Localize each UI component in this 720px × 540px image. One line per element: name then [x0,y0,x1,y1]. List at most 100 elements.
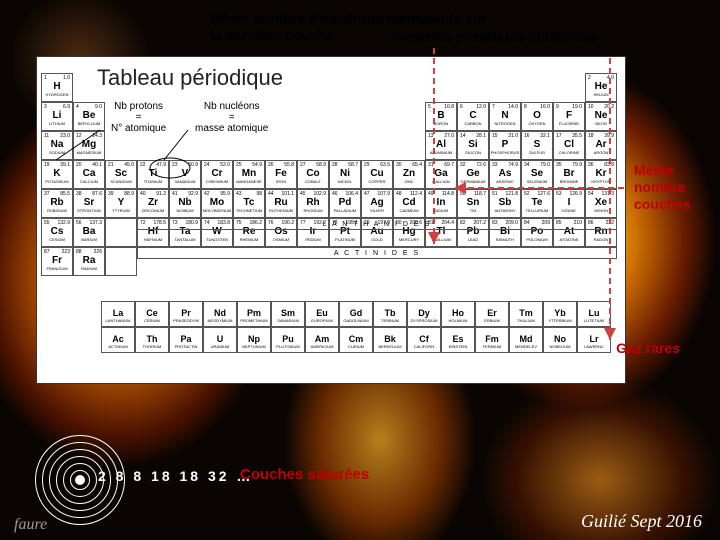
element-cell: 1327.0AlALUMINIUM [425,131,457,160]
element-cell: 4091.2ZrZIRCONIUM [137,189,169,218]
element-cell: 36.9LiLITHIUM [41,102,73,131]
element-cell: 714.0NNITROGEN [489,102,521,131]
footer-element-cell: LaLANTHANUM [101,301,135,327]
periodic-grid: 11.0HHYDROGEN24.0HeHELIUM36.9LiLITHIUM49… [41,73,623,275]
footer-element-cell: PrPRASEODYM [169,301,203,327]
lanthanides-strip-label: L A N T H A N I D E S [137,218,617,230]
element-cell: 3988.9YYTTRIUM [105,189,137,218]
element-cell: 2963.5CuCOPPER [361,160,393,189]
element-cell: 56137.3BaBARIUM [73,218,105,247]
element-cell: 3887.6SrSTRONTIUM [73,189,105,218]
element-cell: 510.8BBORON [425,102,457,131]
element-cell: 4192.9NbNIOBIUM [169,189,201,218]
element-cell: 2247.9TiTITANIUM [137,160,169,189]
footer-element-cell: CmCURIUM [339,327,373,353]
footer-element-cell: PuPLUTONIUM [271,327,305,353]
actinides-strip-label: A C T I N I D E S [137,247,617,259]
footer-element-cell: EuEUROPIUM [305,301,339,327]
element-cell: 3272.6GeGERMANIUM [457,160,489,189]
element-cell: 1735.5ClCHLORINE [553,131,585,160]
couches-saturees-label: Couches saturées [240,466,369,483]
element-cell: 46106.4PdPALLADIUM [329,189,361,218]
footer-element-cell: UURANIUM [203,327,237,353]
footer-element-cell: NdNEODYMIUM [203,301,237,327]
element-cell: 52127.6TeTELLURIUM [521,189,553,218]
element-cell: 1632.1SSULFUR [521,131,553,160]
element-cell: 4295.9MoMOLYBDENUM [201,189,233,218]
signature-left: faure [14,516,47,534]
element-cell: 88226RaRADIUM [73,247,105,276]
element-cell: 2350.9VVANADIUM [169,160,201,189]
footer-element-cell: LuLUTETIUM [577,301,611,327]
element-cell: 3785.5RbRUBIDIUM [41,189,73,218]
element-cell: 54131.3XeXENON [585,189,617,218]
footer-element-cell: PmPROMETHIUM [237,301,271,327]
footer-element-cell: EsEINSTEIN [441,327,475,353]
footer-element-cell: CeCERIUM [135,301,169,327]
element-cell: 2040.1CaCALCIUM [73,160,105,189]
footer-element-cell: BkBERKELIUM [373,327,407,353]
footer-element-cell: MdMENDELEV [509,327,543,353]
gaz-rares-label: Gaz rares [616,340,680,356]
element-cell: 1939.1KPOTASSIUM [41,160,73,189]
footer-element-cell: AcACTINIUM [101,327,135,353]
element-cell: 3479.0SeSELENIUM [521,160,553,189]
element-cell: 1839.9ArARGON [585,131,617,160]
actin-band [105,247,137,276]
footer-element-cell: SmSAMARIUM [271,301,305,327]
footer-element-cell: AmAMERICIUM [305,327,339,353]
top-annotation-right: =>mêmes propriétés chimiques [388,28,598,44]
element-cell: 1428.1SiSILICON [457,131,489,160]
element-cell: 2554.9MnMANGANESE [233,160,265,189]
element-cell: 612.0CCARBON [457,102,489,131]
shell-numbers: 2 8 8 18 18 32 … [98,468,253,484]
signature-right: Guilié Sept 2016 [581,511,702,532]
element-cell: 50118.7SnTIN [457,189,489,218]
footer-element-cell: FmFERMIUM [475,327,509,353]
periodic-table-container: Tableau périodique Nb protons = N° atomi… [36,56,626,384]
element-cell: 919.0FFLUORINE [553,102,585,131]
element-cell: 47107.9AgSILVER [361,189,393,218]
element-cell: 2655.8FeIRON [265,160,297,189]
element-cell: 87223FrFRANCIUM [41,247,73,276]
element-cell: 2758.9CoCOBALT [297,160,329,189]
element-cell: 1020.2NeNEON [585,102,617,131]
footer-element-cell: YbYTTERBIUM [543,301,577,327]
lanth-band [105,218,137,247]
element-cell: 1224.3MgMAGNESIUM [73,131,105,160]
element-cell: 3169.7GaGALLIUM [425,160,457,189]
element-cell: 3579.9BrBROMINE [553,160,585,189]
element-cell: 44101.1RuRUTHENIUM [265,189,297,218]
footer-element-cell: TmTHULIUM [509,301,543,327]
element-cell: 3683.8KrKRYPTON [585,160,617,189]
footer-element-cell: HoHOLMIUM [441,301,475,327]
footer-element-cell: ThTHORIUM [135,327,169,353]
element-cell: 49.0BeBERYLLIUM [73,102,105,131]
element-cell: 2452.0CrCHROMIUM [201,160,233,189]
footer-element-cell: LrLAWRENC [577,327,611,353]
footer-element-cell: DyDYSPROSIUM [407,301,441,327]
element-cell: 4398TcTECHNETIUM [233,189,265,218]
element-cell: 1123.0NaSODIUM [41,131,73,160]
element-cell: 53126.9IIODINE [553,189,585,218]
element-cell: 2145.0ScSCANDIUM [105,160,137,189]
element-cell: 45102.9RhRHODIUM [297,189,329,218]
element-cell: 1531.0PPHOSPHORUS [489,131,521,160]
element-cell: 24.0HeHELIUM [585,73,617,102]
footer-element-cell: GdGADOLINIUM [339,301,373,327]
element-cell: 3374.9AsARSENIC [489,160,521,189]
right-annotation: Même nombre couches [634,162,694,212]
element-cell: 11.0HHYDROGEN [41,73,73,102]
element-cell: 2858.7NiNICKEL [329,160,361,189]
element-cell: 48112.4CdCADMIUM [393,189,425,218]
footer-element-cell: ErERBIUM [475,301,509,327]
element-cell: 3065.4ZnZINC [393,160,425,189]
footer-element-cell: TbTERBIUM [373,301,407,327]
footer-element-cell: NpNEPTUNIUM [237,327,271,353]
element-cell: 55132.9CsCESIUM [41,218,73,247]
element-cell: 816.0OOXYGEN [521,102,553,131]
element-cell: 49114.8InINDIUM [425,189,457,218]
footer-element-cell: NoNOBELIUM [543,327,577,353]
footer-element-cell: PaPROTACTIN [169,327,203,353]
element-cell: 51121.8SbANTIMONY [489,189,521,218]
